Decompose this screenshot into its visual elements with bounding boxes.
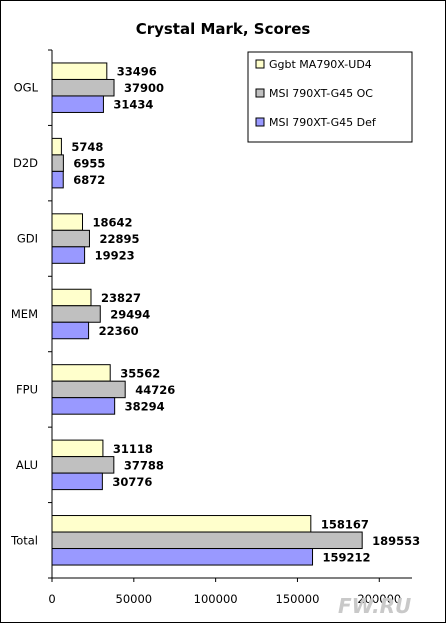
bar [51,531,363,550]
y-tick-label: FPU [16,382,38,396]
legend-swatch [255,88,265,98]
data-label: 5748 [71,140,103,154]
y-tick-label: ALU [16,458,38,472]
x-tick-label: 100000 [194,592,238,606]
bar [51,154,64,172]
legend-swatch [255,117,265,127]
watermark-logo: FW.RU [338,594,411,618]
bar [51,472,103,491]
data-label: 6955 [73,157,105,171]
bar [51,380,126,399]
legend: Ggbt MA790X-UD4 MSI 790XT-G45 OC MSI 790XT… [247,51,413,143]
x-tick-label: 50000 [116,592,153,606]
x-tick-label: 200000 [357,592,401,606]
data-label: 158167 [321,517,369,531]
data-label: 19923 [95,249,135,263]
legend-entry: Ggbt MA790X-UD4 [269,58,372,71]
data-label: 29494 [110,308,150,322]
data-label: 38294 [125,399,165,413]
bar [51,229,90,248]
y-tick-label: Total [10,533,38,547]
bar [51,213,84,231]
data-label: 31118 [113,442,153,456]
data-label: 18642 [93,216,133,230]
data-label: 37788 [124,458,164,472]
data-label: 44726 [135,383,175,397]
bar [51,548,314,566]
chart-title: Crystal Mark, Scores [136,20,311,38]
data-label: 6872 [73,173,105,187]
data-label: 37900 [124,81,164,95]
data-label: 22360 [99,324,139,338]
bar [51,321,90,340]
bar [51,62,108,80]
bar [51,305,101,323]
bar [51,95,104,113]
bar [51,397,116,415]
data-label: 22895 [99,232,139,246]
bar [51,170,64,189]
data-label: 31434 [113,98,153,112]
x-tick-label: 0 [48,592,55,606]
y-tick-label: GDI [17,232,38,246]
data-label: 33496 [117,65,157,79]
y-tick-label: MEM [11,307,38,321]
data-label: 189553 [372,534,420,548]
bar [51,364,111,382]
data-label: 159212 [323,550,371,564]
legend-entry: MSI 790XT-G45 OC [269,87,373,100]
bar [51,78,115,97]
y-tick-label: D2D [13,156,38,170]
bar [51,456,115,474]
bar [51,288,92,307]
plot-area: 0 50000 100000 150000 200000 OGL 33496 37900 314… [10,49,420,606]
bar [51,515,312,533]
data-label: 35562 [120,366,160,380]
legend-swatch [255,59,265,69]
data-label: 23827 [101,291,141,305]
bar [51,439,104,458]
legend-entry: MSI 790XT-G45 Def [269,116,377,129]
bar [51,246,86,264]
y-tick-label: OGL [14,81,39,95]
data-label: 30776 [112,475,152,489]
legend-box [247,51,413,143]
x-tick-label: 150000 [276,592,320,606]
bar [51,137,62,156]
